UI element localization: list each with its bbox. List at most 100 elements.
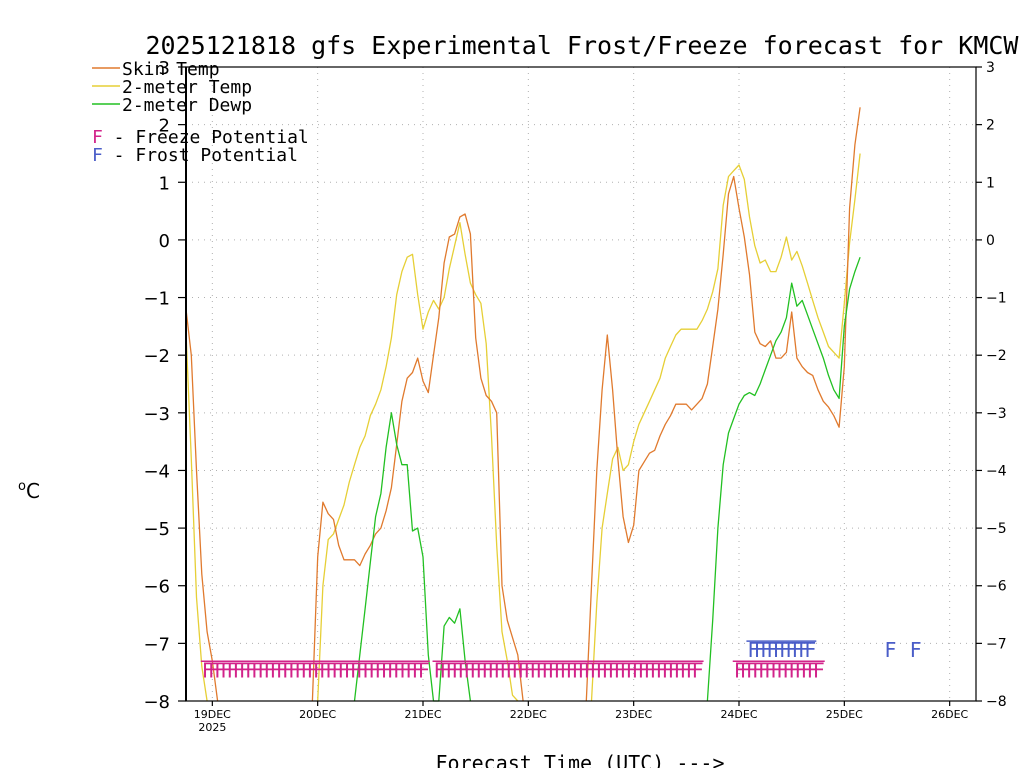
freeze-marker: F <box>350 658 362 682</box>
y-tick-label-left-11: 3 <box>159 58 170 79</box>
y-tick-label-right-6: −2 <box>986 348 1007 364</box>
freeze-marker: F <box>758 658 770 682</box>
frost-marker: F <box>910 638 922 662</box>
freeze-marker: F <box>331 658 343 682</box>
x-tick-sublabel-0: 2025 <box>198 721 226 734</box>
freeze-marker: F <box>282 658 294 682</box>
legend-frost: F - Frost Potential <box>92 145 298 166</box>
freeze-marker: F <box>632 658 644 682</box>
freeze-marker: F <box>578 658 590 682</box>
freeze-marker: F <box>488 658 500 682</box>
freeze-marker: F <box>686 658 698 682</box>
freeze-marker: F <box>405 658 417 682</box>
legend: Skin Temp 2-meter Temp 2-meter Dewp F - … <box>92 59 309 166</box>
y-tick-label-left-9: 1 <box>159 173 170 194</box>
x-tick-label-2: 21DEC <box>404 708 441 721</box>
freeze-marker: F <box>452 658 464 682</box>
freeze-marker: F <box>584 658 596 682</box>
freeze-marker: F <box>572 658 584 682</box>
freeze-marker: F <box>506 658 518 682</box>
freeze-marker: F <box>412 658 424 682</box>
freeze-marker: F <box>746 658 758 682</box>
freeze-marker: F <box>356 658 368 682</box>
freeze-marker: F <box>220 658 232 682</box>
y-tick-label-right-3: −5 <box>986 521 1007 537</box>
freeze-marker: F <box>788 658 800 682</box>
freeze-marker: F <box>202 658 214 682</box>
y-tick-label-left-1: −7 <box>143 634 170 655</box>
x-tick-label-4: 23DEC <box>615 708 652 721</box>
freeze-marker: F <box>548 658 560 682</box>
legend-frost-text: - Frost Potential <box>103 145 298 166</box>
freeze-marker: F <box>692 658 704 682</box>
freeze-marker: F <box>608 658 620 682</box>
x-tick-label-0: 19DEC <box>194 708 231 721</box>
freeze-marker: F <box>368 658 380 682</box>
freeze-marker: F <box>399 658 411 682</box>
frost-marker: F <box>884 638 896 662</box>
series-layer <box>185 107 861 702</box>
legend-freeze-letter: F <box>92 127 103 148</box>
freeze-marker: F <box>590 658 602 682</box>
freeze-marker: F <box>674 658 686 682</box>
freeze-marker: F <box>752 658 764 682</box>
x-tick-label-7: 26DEC <box>931 708 968 721</box>
freeze-marker: F <box>276 658 288 682</box>
freeze-marker: F <box>270 658 282 682</box>
y-axis-unit-letter: C <box>26 479 40 503</box>
legend-skin-label: Skin Temp <box>122 59 220 80</box>
freeze-marker: F <box>325 658 337 682</box>
freeze-marker: F <box>512 658 524 682</box>
series-dewp-line <box>353 256 861 702</box>
freeze-marker: F <box>319 658 331 682</box>
freeze-marker: F <box>740 658 752 682</box>
freeze-marker: F <box>470 658 482 682</box>
freeze-marker: F <box>434 658 446 682</box>
freeze-marker: F <box>530 658 542 682</box>
freeze-marker: F <box>807 658 819 682</box>
freeze-marker: F <box>313 658 325 682</box>
freeze-marker: F <box>813 658 825 682</box>
frost-marker: F <box>747 638 759 662</box>
y-tick-label-right-1: −7 <box>986 636 1007 652</box>
freeze-marker: F <box>626 658 638 682</box>
y-tick-label-left-3: −5 <box>143 519 170 540</box>
freeze-marker: F <box>387 658 399 682</box>
legend-freeze: F - Freeze Potential <box>92 127 309 148</box>
freeze-marker: F <box>776 658 788 682</box>
freeze-marker: F <box>662 658 674 682</box>
freeze-marker: F <box>381 658 393 682</box>
grid-lines <box>186 67 976 701</box>
y-tick-label-right-0: −8 <box>986 694 1007 710</box>
x-tick-label-5: 24DEC <box>720 708 757 721</box>
freeze-marker: F <box>208 658 220 682</box>
frost-marker: F <box>779 638 791 662</box>
freeze-marker: F <box>560 658 572 682</box>
freeze-marker: F <box>801 658 813 682</box>
y-tick-label-left-8: 0 <box>159 231 170 252</box>
freeze-marker: F <box>566 658 578 682</box>
frost-marker: F <box>798 638 810 662</box>
frost-marker: F <box>792 638 804 662</box>
freeze-marker: F <box>782 658 794 682</box>
freeze-marker: F <box>494 658 506 682</box>
freeze-marker: F <box>680 658 692 682</box>
freeze-marker: F <box>307 658 319 682</box>
freeze-marker: F <box>620 658 632 682</box>
y-tick-label-right-10: 2 <box>986 118 995 134</box>
y-tick-label-right-9: 1 <box>986 175 995 191</box>
chart-title: 2025121818 gfs Experimental Frost/Freeze… <box>146 31 1020 60</box>
freeze-marker: F <box>524 658 536 682</box>
freeze-marker: F <box>245 658 257 682</box>
y-tick-label-left-10: 2 <box>159 116 170 137</box>
y-tick-label-right-5: −3 <box>986 406 1007 422</box>
freeze-marker: F <box>734 658 746 682</box>
series-t2m-line <box>185 153 861 702</box>
y-tick-label-right-2: −6 <box>986 579 1007 595</box>
freeze-marker: F <box>476 658 488 682</box>
legend-t2m-label: 2-meter Temp <box>122 77 252 98</box>
freeze-marker: F <box>596 658 608 682</box>
freeze-marker: F <box>614 658 626 682</box>
